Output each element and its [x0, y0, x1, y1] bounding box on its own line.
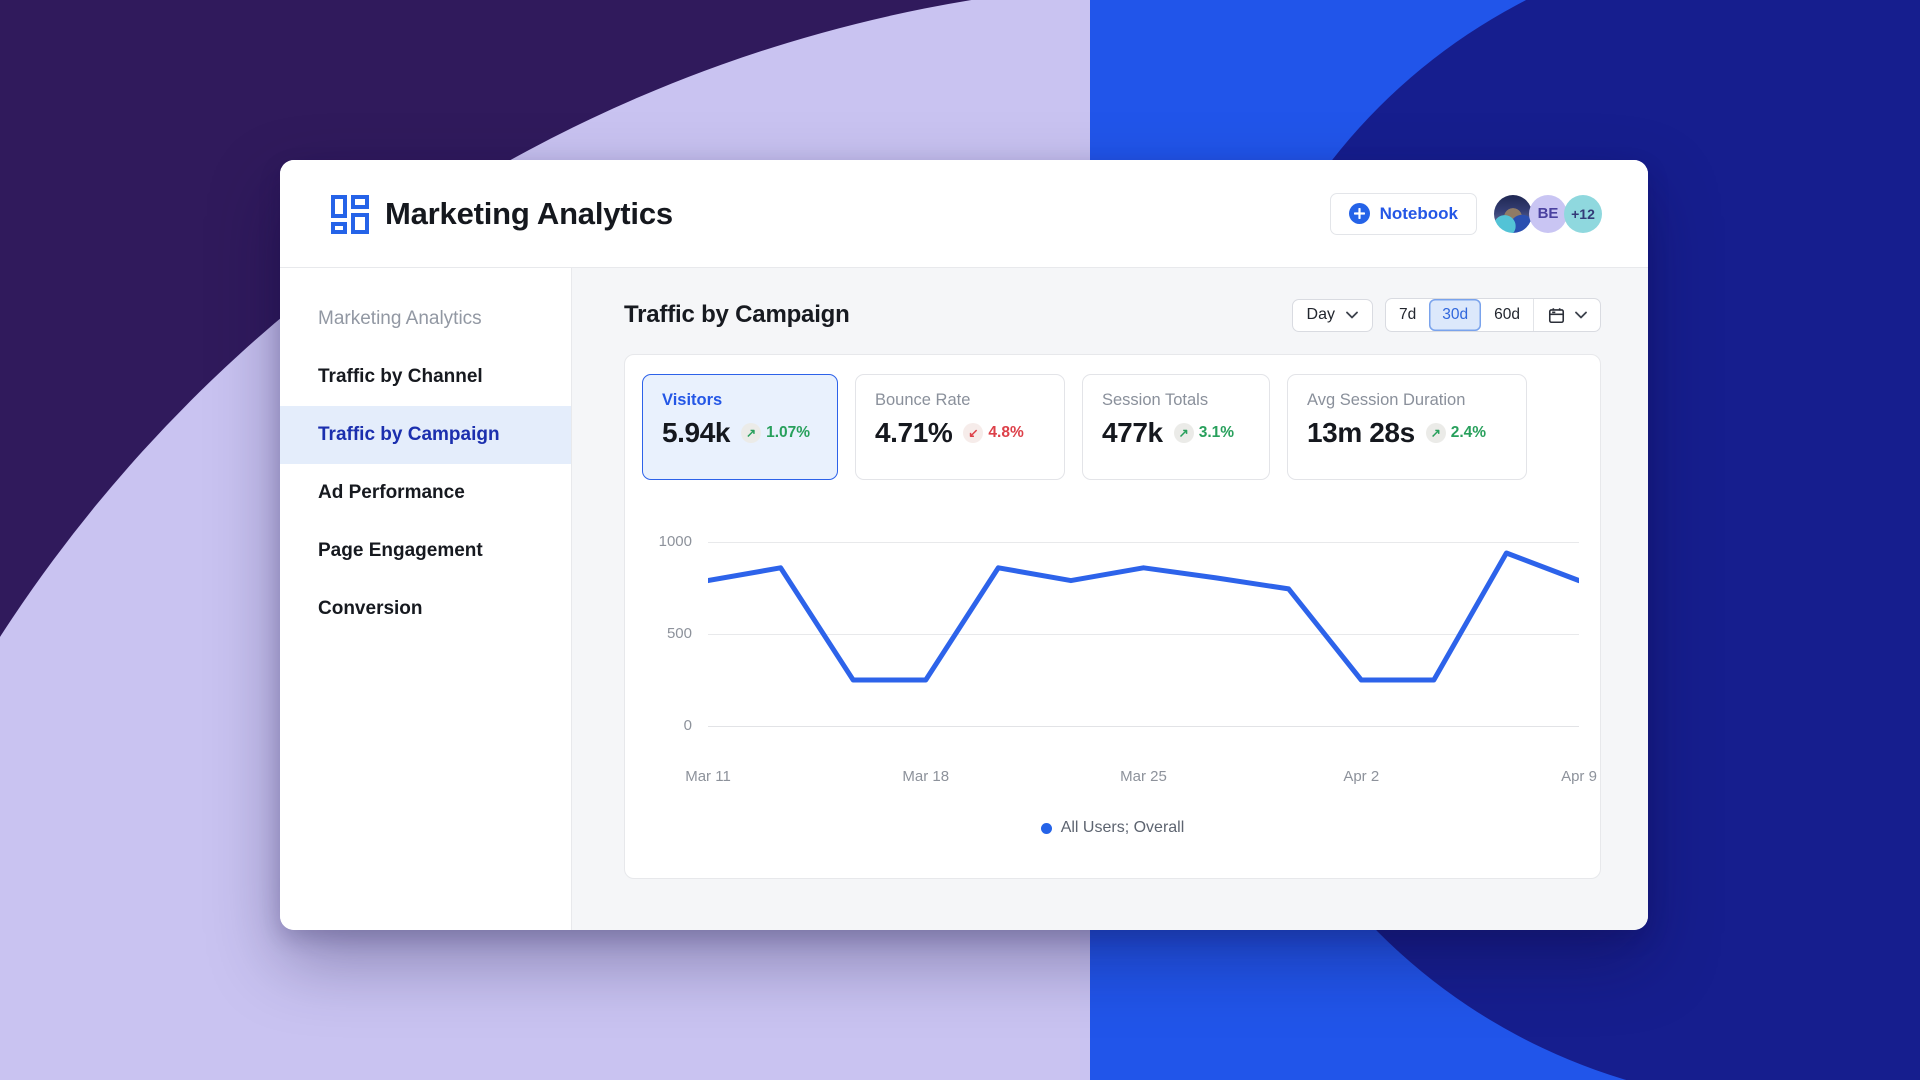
date-range-segmented-control: 7d 30d 60d	[1385, 298, 1601, 332]
sidebar: Marketing Analytics Traffic by Channel T…	[280, 268, 572, 930]
stat-value: 477k	[1102, 417, 1163, 448]
stat-label: Avg Session Duration	[1307, 391, 1466, 409]
user-avatar-photo[interactable]	[1494, 194, 1532, 233]
stat-delta: ↙ 4.8%	[963, 423, 1024, 443]
x-axis-tick: Apr 2	[1343, 768, 1380, 785]
app-body: Marketing Analytics Traffic by Channel T…	[280, 268, 1648, 930]
header-actions: Notebook BE +12	[1329, 192, 1602, 235]
stat-delta: ↗ 1.07%	[741, 423, 810, 443]
x-axis-tick: Mar 11	[685, 768, 731, 785]
chevron-down-icon	[1346, 311, 1358, 319]
notebook-button[interactable]: Notebook	[1329, 192, 1477, 235]
stat-delta-value: 3.1%	[1198, 424, 1235, 441]
stat-card-avg-session-duration[interactable]: Avg Session Duration 13m 28s ↗ 2.4%	[1287, 374, 1527, 480]
sidebar-item-marketing-analytics[interactable]: Marketing Analytics	[318, 308, 482, 329]
stat-card-session-totals[interactable]: Session Totals 477k ↗ 3.1%	[1082, 374, 1270, 480]
main-content: Traffic by Campaign Day 7d 30d 60d	[572, 268, 1648, 930]
legend-dot-icon	[1040, 822, 1052, 834]
stat-card-bounce-rate[interactable]: Bounce Rate 4.71% ↙ 4.8%	[855, 374, 1065, 480]
sidebar-item-conversion[interactable]: Conversion	[318, 598, 423, 619]
plot-area	[708, 516, 1579, 736]
chart-panel: Visitors 5.94k ↗ 1.07% Bounce Rate 4.	[624, 354, 1601, 879]
trend-up-icon: ↗	[1425, 423, 1446, 443]
app-header: Marketing Analytics Notebook BE +12	[280, 160, 1648, 268]
granularity-value: Day	[1306, 306, 1335, 323]
x-axis: Mar 11 Mar 18 Mar 25 Apr 2 Apr 9	[685, 768, 1597, 788]
gridline-500	[708, 634, 1579, 635]
granularity-dropdown[interactable]: Day	[1291, 298, 1373, 332]
user-avatar-initials[interactable]: BE	[1529, 194, 1567, 233]
sidebar-item-ad-performance[interactable]: Ad Performance	[318, 482, 465, 503]
toolbar: Traffic by Campaign Day 7d 30d 60d	[624, 298, 1601, 332]
avatar-overflow-badge[interactable]: +12	[1564, 194, 1602, 233]
stat-delta: ↗ 3.1%	[1173, 423, 1235, 443]
calendar-icon	[1548, 307, 1565, 323]
plus-icon	[1348, 203, 1370, 224]
sidebar-item-page-engagement[interactable]: Page Engagement	[318, 540, 483, 561]
x-axis-tick: Apr 9	[1561, 768, 1597, 785]
gridline-0	[708, 726, 1579, 727]
range-button-60d[interactable]: 60d	[1481, 299, 1533, 331]
x-axis-tick: Mar 18	[902, 768, 950, 785]
stat-delta-value: 2.4%	[1450, 424, 1487, 441]
notebook-button-label: Notebook	[1379, 203, 1458, 223]
traffic-line-series	[708, 550, 1579, 683]
y-axis-tick: 1000	[658, 533, 692, 550]
legend-item[interactable]: All Users; Overall	[642, 819, 1583, 837]
stat-value: 5.94k	[662, 417, 731, 448]
app-window: Marketing Analytics Notebook BE +12 Mark…	[280, 160, 1648, 930]
stat-delta-value: 4.8%	[988, 424, 1024, 441]
stat-label: Session Totals	[1102, 391, 1209, 409]
trend-up-icon: ↗	[741, 423, 762, 443]
chart-controls: Day 7d 30d 60d	[1291, 298, 1601, 332]
y-axis-tick: 0	[683, 717, 692, 734]
x-axis-tick: Mar 25	[1120, 768, 1167, 785]
stat-value: 4.71%	[875, 417, 953, 448]
avatar-group: BE +12	[1494, 194, 1602, 233]
sidebar-item-traffic-by-channel[interactable]: Traffic by Channel	[318, 366, 483, 387]
stat-card-visitors[interactable]: Visitors 5.94k ↗ 1.07%	[642, 374, 838, 480]
chevron-down-icon	[1575, 311, 1587, 319]
stat-label: Visitors	[662, 391, 723, 409]
stat-value: 13m 28s	[1307, 417, 1415, 448]
trend-up-icon: ↗	[1173, 423, 1194, 443]
trend-down-icon: ↙	[963, 423, 984, 443]
legend-label: All Users; Overall	[1060, 819, 1185, 836]
range-button-30d[interactable]: 30d	[1429, 299, 1482, 331]
brand: Marketing Analytics	[330, 194, 673, 234]
stat-label: Bounce Rate	[875, 391, 971, 409]
app-logo-icon	[331, 194, 369, 234]
line-chart: 1000 500 0 Mar 11 Mar 18 Mar 25 Apr 2 Ap…	[642, 516, 1597, 816]
range-button-7d[interactable]: 7d	[1386, 299, 1429, 331]
stat-cards: Visitors 5.94k ↗ 1.07% Bounce Rate 4.	[642, 374, 1583, 480]
page-title: Traffic by Campaign	[624, 301, 850, 328]
stat-delta-value: 1.07%	[766, 424, 811, 441]
stat-delta: ↗ 2.4%	[1425, 423, 1487, 443]
app-title: Marketing Analytics	[385, 195, 673, 231]
sidebar-item-traffic-by-campaign[interactable]: Traffic by Campaign	[280, 406, 571, 464]
gridline-1000	[708, 542, 1579, 543]
calendar-range-button[interactable]	[1533, 299, 1600, 331]
y-axis-tick: 500	[666, 625, 692, 642]
